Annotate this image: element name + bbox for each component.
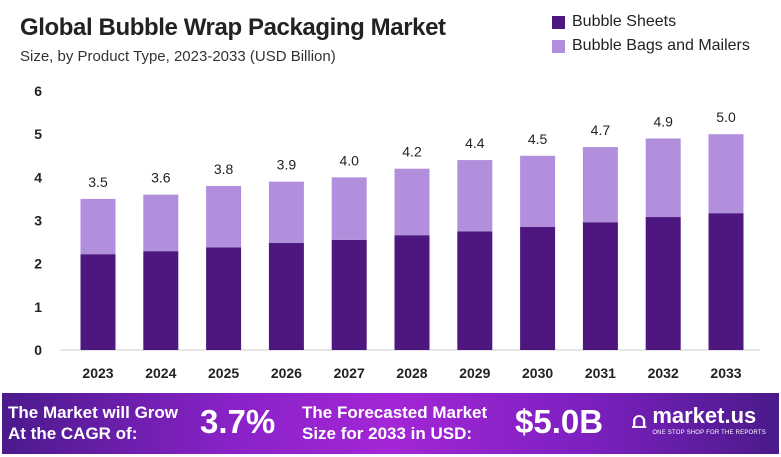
cagr-value: 3.7% xyxy=(200,403,276,440)
y-tick-label: 1 xyxy=(34,299,42,315)
x-tick-label: 2023 xyxy=(82,365,113,381)
x-tick-label: 2024 xyxy=(145,365,176,381)
total-label: 5.0 xyxy=(716,109,736,125)
x-tick-label: 2025 xyxy=(208,365,239,381)
total-label: 4.2 xyxy=(402,144,422,160)
bar-segment-bubble-bags-2023 xyxy=(80,198,116,255)
bar-segment-bubble-bags-2028 xyxy=(394,168,430,236)
total-label: 4.0 xyxy=(339,152,359,168)
y-tick-label: 6 xyxy=(34,83,42,99)
legend-item-bubble-bags: Bubble Bags and Mailers xyxy=(552,34,750,58)
logo-text: market.us xyxy=(652,403,757,428)
legend-swatch xyxy=(552,39,565,53)
bar-segment-bubble-sheets-2031 xyxy=(582,222,618,350)
total-label: 4.9 xyxy=(653,113,673,129)
x-tick-label: 2026 xyxy=(271,365,302,381)
bar-segment-bubble-bags-2032 xyxy=(645,138,681,218)
x-tick-label: 2029 xyxy=(459,365,490,381)
bar-segment-bubble-sheets-2032 xyxy=(645,217,681,350)
cagr-label-line: At the CAGR of: xyxy=(8,424,138,443)
logo-tagline: ONE STOP SHOP FOR THE REPORTS xyxy=(652,430,766,436)
bar-segment-bubble-sheets-2024 xyxy=(143,251,179,350)
x-tick-label: 2027 xyxy=(334,365,365,381)
bar-segment-bubble-bags-2027 xyxy=(331,177,367,240)
x-tick-label: 2028 xyxy=(396,365,427,381)
bar-segment-bubble-sheets-2029 xyxy=(457,231,493,350)
bar-segment-bubble-sheets-2023 xyxy=(80,254,116,350)
total-label: 3.5 xyxy=(88,174,108,190)
bar-segment-bubble-bags-2033 xyxy=(708,134,744,214)
bar-segment-bubble-sheets-2033 xyxy=(708,213,744,350)
bar-segment-bubble-sheets-2027 xyxy=(331,239,367,350)
total-label: 4.5 xyxy=(528,131,548,147)
bar-segment-bubble-bags-2030 xyxy=(520,155,556,227)
legend-item-bubble-sheets: Bubble Sheets xyxy=(552,10,750,34)
cagr-label-line: The Market will Grow xyxy=(8,403,179,422)
y-tick-label: 0 xyxy=(34,342,42,358)
total-label: 4.7 xyxy=(591,122,611,138)
bar-segment-bubble-sheets-2030 xyxy=(520,226,556,350)
x-tick-label: 2033 xyxy=(710,365,741,381)
legend-label: Bubble Sheets xyxy=(572,13,677,30)
bar-segment-bubble-bags-2026 xyxy=(268,181,304,243)
forecast-value: $5.0B xyxy=(515,403,604,440)
total-label: 4.4 xyxy=(465,135,485,151)
total-label: 3.8 xyxy=(214,161,234,177)
bar-segment-bubble-bags-2025 xyxy=(206,185,242,248)
y-tick-label: 2 xyxy=(34,256,42,272)
legend-swatch xyxy=(552,15,565,29)
total-label: 3.6 xyxy=(151,170,171,186)
legend: Bubble Sheets Bubble Bags and Mailers xyxy=(552,10,750,58)
bar-segment-bubble-bags-2031 xyxy=(582,147,618,223)
bar-segment-bubble-sheets-2025 xyxy=(206,247,242,350)
bar-segment-bubble-bags-2029 xyxy=(457,160,493,232)
x-tick-label: 2030 xyxy=(522,365,553,381)
market-us-logo: ⩍ market.us ONE STOP SHOP FOR THE REPORTS xyxy=(632,403,766,438)
legend-label: Bubble Bags and Mailers xyxy=(572,37,750,54)
logo-icon: ⩍ xyxy=(632,407,647,433)
y-tick-label: 3 xyxy=(34,213,42,229)
bar-segment-bubble-sheets-2026 xyxy=(268,242,304,350)
bar-segment-bubble-sheets-2028 xyxy=(394,235,430,350)
forecast-label-line: Size for 2033 in USD: xyxy=(302,424,473,443)
x-tick-label: 2032 xyxy=(648,365,679,381)
chart-subtitle: Size, by Product Type, 2023-2033 (USD Bi… xyxy=(20,48,336,65)
x-tick-label: 2031 xyxy=(585,365,616,381)
summary-banner: The Market will Grow At the CAGR of: 3.7%… xyxy=(2,393,779,454)
forecast-label: The Forecasted Market Size for 2033 in US… xyxy=(302,402,487,444)
y-tick-label: 4 xyxy=(34,169,42,185)
cagr-label: The Market will Grow At the CAGR of: xyxy=(8,402,178,444)
bar-segment-bubble-bags-2024 xyxy=(143,194,179,252)
y-tick-label: 5 xyxy=(34,126,42,142)
chart-title: Global Bubble Wrap Packaging Market xyxy=(20,14,446,41)
chart-plot: 0 1 2 3 4 5 6 3.5 2023 3.6 2024 3.8 2025 3.9 2026 4.0 20… xyxy=(34,83,760,381)
forecast-label-line: The Forecasted Market xyxy=(302,403,488,422)
total-label: 3.9 xyxy=(277,157,297,173)
